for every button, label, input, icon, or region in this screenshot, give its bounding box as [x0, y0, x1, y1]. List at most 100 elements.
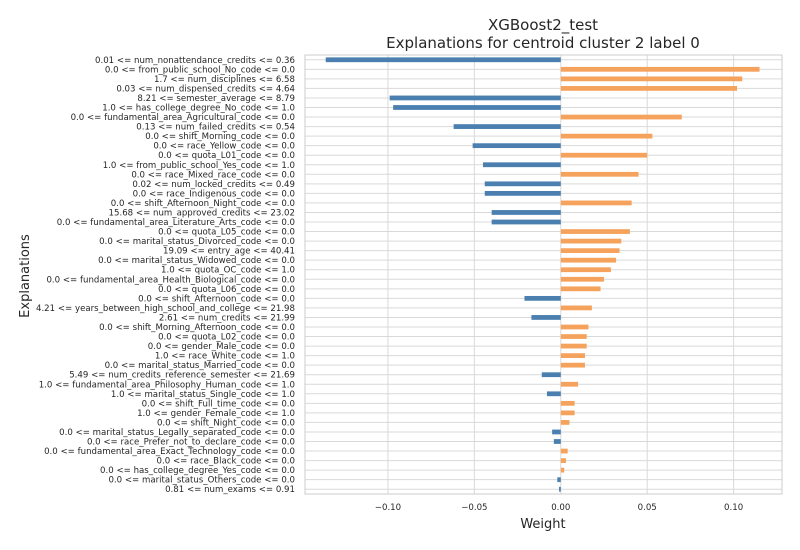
- y-tick-label: 4.21 <= years_between_high_school_and_co…: [36, 304, 295, 314]
- y-tick-label: 1.0 <= gender_Female_code <= 1.0: [137, 409, 295, 419]
- grid-lines: [305, 55, 782, 494]
- bar: [560, 448, 568, 454]
- y-tick-label: 0.0 <= marital_status_Married_code <= 0.…: [105, 361, 295, 371]
- y-tick-label: 1.0 <= race_White_code <= 1.0: [155, 352, 295, 362]
- chart-subtitle: Explanations for centroid cluster 2 labe…: [386, 34, 700, 52]
- y-axis-label: Explanations: [18, 234, 33, 318]
- y-tick-label: 0.0 <= shift_Afternoon_code <= 0.0: [138, 294, 295, 304]
- bar: [560, 248, 620, 254]
- y-tick-label: 15.68 <= num_approved_credits <= 23.02: [109, 208, 295, 218]
- plot-frame: [304, 54, 783, 495]
- y-tick-label: 0.0 <= marital_status_Others_code <= 0.0: [108, 476, 295, 486]
- bar: [531, 315, 561, 320]
- y-tick-label: 0.0 <= marital_status_Legally_separated_…: [59, 428, 295, 438]
- bar: [560, 381, 579, 387]
- bar: [541, 372, 561, 378]
- bar: [560, 152, 648, 158]
- bar: [560, 305, 592, 311]
- x-tick-label: −0.10: [375, 503, 401, 513]
- bar: [560, 420, 570, 425]
- bar: [393, 105, 561, 110]
- bar: [483, 162, 561, 168]
- x-tick-label: 0.10: [724, 503, 743, 513]
- y-tick-label: 1.0 <= fundamental_area_Philosophy_Human…: [39, 380, 295, 390]
- y-tick-label: 0.0 <= race_Indigenous_code <= 0.0: [133, 189, 295, 199]
- bar: [559, 486, 561, 492]
- bar: [560, 458, 566, 463]
- y-tick-label: 1.0 <= has_college_degree_No_code <= 1.0: [102, 103, 295, 113]
- bar: [560, 86, 738, 91]
- y-tick-label: 0.0 <= fundamental_area_Health_Biologica…: [46, 275, 295, 285]
- bar: [560, 400, 575, 406]
- y-tick-label: 0.01 <= num_nonattendance_credits <= 0.3…: [95, 56, 295, 66]
- y-tick-label: 0.02 <= num_locked_credits <= 0.49: [132, 180, 295, 190]
- y-tick-label: 0.81 <= num_exams <= 0.91: [165, 485, 295, 495]
- bar: [560, 286, 601, 292]
- bar: [560, 467, 565, 473]
- bar: [389, 95, 561, 101]
- bar: [472, 143, 561, 149]
- y-tick-label: 0.0 <= from_public_school_No_code <= 0.0: [105, 65, 295, 75]
- bar: [560, 353, 585, 359]
- y-tick-label: 0.0 <= shift_Morning_Afternoon_code <= 0…: [99, 323, 295, 333]
- y-tick-label: 1.7 <= num_disciplines <= 6.58: [154, 75, 295, 85]
- bar: [560, 200, 632, 206]
- y-tick-label: 0.0 <= quota_L06_code <= 0.0: [158, 285, 295, 295]
- bar: [560, 267, 611, 273]
- y-tick-label: 0.03 <= num_dispensed_credits <= 4.64: [116, 84, 295, 94]
- y-tick-label: 0.0 <= quota_L01_code <= 0.0: [158, 151, 295, 161]
- bar: [557, 477, 561, 483]
- y-tick-label: 0.0 <= quota_L02_code <= 0.0: [158, 333, 295, 343]
- y-tick-label: 0.13 <= num_failed_credits <= 0.54: [136, 123, 295, 133]
- y-tick-label: 0.0 <= fundamental_area_Literature_Arts_…: [57, 218, 295, 228]
- bar: [560, 324, 589, 330]
- bar: [560, 171, 639, 177]
- y-tick-label: 1.0 <= quota_OC_code <= 1.0: [161, 266, 295, 276]
- y-tick-label: 0.0 <= quota_L05_code <= 0.0: [158, 228, 295, 238]
- y-tick-label: 0.0 <= race_Black_code <= 0.0: [157, 457, 295, 467]
- bar: [560, 343, 587, 349]
- bar: [484, 190, 561, 196]
- y-tick-label: 0.0 <= race_Yellow_code <= 0.0: [153, 142, 295, 152]
- x-tick-label: 0.05: [638, 503, 657, 513]
- x-tick-label: 0.00: [551, 503, 570, 513]
- y-tick-label: 0.0 <= shift_Morning_code <= 0.0: [145, 132, 295, 142]
- y-tick-label: 2.61 <= num_credits <= 21.99: [159, 313, 295, 323]
- bar: [560, 257, 617, 263]
- bar: [560, 133, 653, 139]
- y-tick-label: 0.0 <= marital_status_Widowed_code <= 0.…: [98, 256, 295, 266]
- bar: [560, 114, 682, 120]
- y-tick-label: 0.0 <= gender_Male_code <= 0.0: [148, 342, 295, 352]
- bars: [325, 57, 760, 492]
- y-tick-label: 19.09 <= entry_age <= 40.41: [163, 247, 295, 257]
- y-tick-label: 0.0 <= shift_Full_time_code <= 0.0: [142, 399, 295, 409]
- bar: [560, 229, 630, 234]
- bar: [546, 391, 561, 397]
- y-tick-label: 0.0 <= shift_Afternoon_Night_code <= 0.0: [111, 199, 295, 209]
- bar: [325, 57, 561, 63]
- y-tick-label: 1.0 <= marital_status_Single_code <= 1.0: [111, 390, 295, 400]
- y-tick-label: 0.0 <= race_Mixed_race_code <= 0.0: [131, 170, 295, 180]
- bar: [560, 410, 575, 416]
- bar: [524, 295, 561, 301]
- y-tick-label: 0.0 <= race_Prefer_not_to_declare_code <…: [87, 438, 295, 448]
- y-tick-label: 0.0 <= has_college_degree_Yes_code <= 0.…: [100, 466, 295, 476]
- bar: [560, 76, 743, 82]
- bar: [552, 429, 561, 435]
- bar: [560, 362, 585, 368]
- bar: [560, 334, 587, 339]
- y-tick-label: 1.0 <= from_public_school_Yes_code <= 1.…: [103, 161, 295, 171]
- x-tick-label: −0.05: [461, 503, 487, 513]
- bar: [484, 181, 561, 187]
- chart-title: XGBoost2_test: [488, 16, 598, 35]
- bar: [491, 210, 561, 215]
- y-tick-label: 0.0 <= fundamental_area_Agricultural_cod…: [71, 113, 295, 123]
- x-tick-labels: −0.10 −0.05 0.00 0.05 0.10: [375, 503, 743, 513]
- bar: [560, 276, 604, 282]
- y-tick-labels: 0.01 <= num_nonattendance_credits <= 0.3…: [36, 56, 295, 495]
- x-axis-label: Weight: [520, 517, 565, 532]
- bar: [491, 219, 561, 225]
- y-tick-label: 8.21 <= semester_average <= 8.79: [137, 94, 295, 104]
- bar: [553, 439, 561, 444]
